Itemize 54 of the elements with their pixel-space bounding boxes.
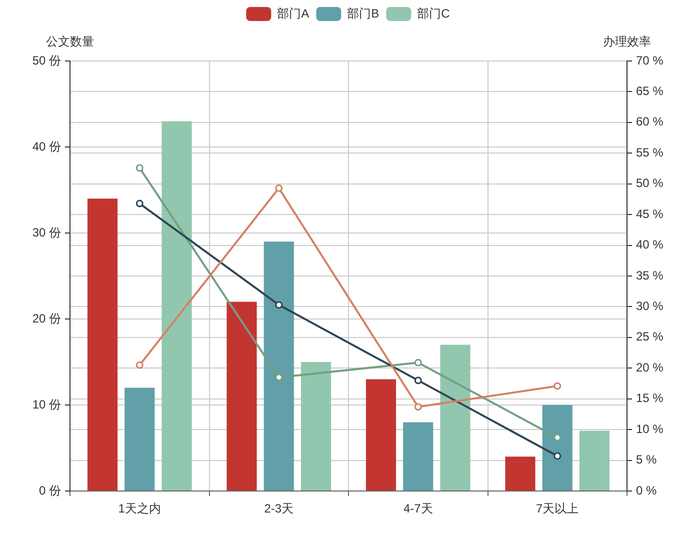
y-tick-label: 20 份 xyxy=(32,311,61,326)
y2-tick-label: 25 % xyxy=(636,330,664,344)
x-tick-label: 2-3天 xyxy=(264,502,294,516)
legend-label: 部门C xyxy=(417,6,450,20)
bar xyxy=(264,242,294,490)
point xyxy=(136,200,144,208)
y-tick-label: 0 份 xyxy=(38,483,61,498)
y2-tick-label: 65 % xyxy=(636,84,664,98)
y2-tick-label: 5 % xyxy=(636,452,658,467)
y2-tick-label: 15 % xyxy=(636,391,664,406)
x-tick-label: 7天以上 xyxy=(536,502,579,516)
bar xyxy=(226,302,257,490)
bar xyxy=(87,198,118,490)
y2-tick-label: 30 % xyxy=(636,299,664,314)
point xyxy=(414,358,422,366)
y-tick-label: 30 份 xyxy=(32,225,61,240)
legend-label: 部门A xyxy=(277,6,310,20)
y2-tick-label: 55 % xyxy=(636,145,664,160)
point xyxy=(275,184,283,192)
y2-tick-label: 35 % xyxy=(636,268,664,282)
bar xyxy=(300,362,332,490)
y2-tick-label: 10 % xyxy=(636,422,664,436)
point xyxy=(414,376,422,384)
point xyxy=(136,164,144,172)
x-tick-label: 1天之内 xyxy=(118,502,161,516)
bar xyxy=(579,430,610,490)
y2-tick-label: 60 % xyxy=(636,114,664,129)
y2-axis-title: 办理效率 xyxy=(603,34,651,48)
y-axis-title: 公文数量 xyxy=(46,34,94,48)
bar xyxy=(124,388,155,490)
y-tick-label: 10 份 xyxy=(32,397,61,412)
point xyxy=(275,301,283,309)
y-tick-label: 50 份 xyxy=(32,53,61,68)
legend-label: 部门B xyxy=(347,6,380,20)
point xyxy=(554,382,562,390)
bar xyxy=(403,422,434,490)
point xyxy=(275,374,283,382)
y2-tick-label: 50 % xyxy=(636,176,664,190)
y2-tick-label: 70 % xyxy=(636,53,664,68)
y2-tick-label: 45 % xyxy=(636,206,664,221)
y2-tick-label: 0 % xyxy=(636,483,658,498)
bar xyxy=(162,121,192,490)
bar xyxy=(366,379,396,490)
y-tick-label: 40 份 xyxy=(32,139,61,154)
point xyxy=(554,434,562,442)
y2-tick-label: 20 % xyxy=(636,360,664,374)
bar xyxy=(542,405,572,490)
point xyxy=(414,403,422,411)
point xyxy=(136,361,144,369)
point xyxy=(554,452,562,460)
bar xyxy=(505,456,536,490)
bar xyxy=(440,344,470,490)
y2-tick-label: 40 % xyxy=(636,238,664,252)
x-tick-label: 4-7天 xyxy=(403,502,433,516)
